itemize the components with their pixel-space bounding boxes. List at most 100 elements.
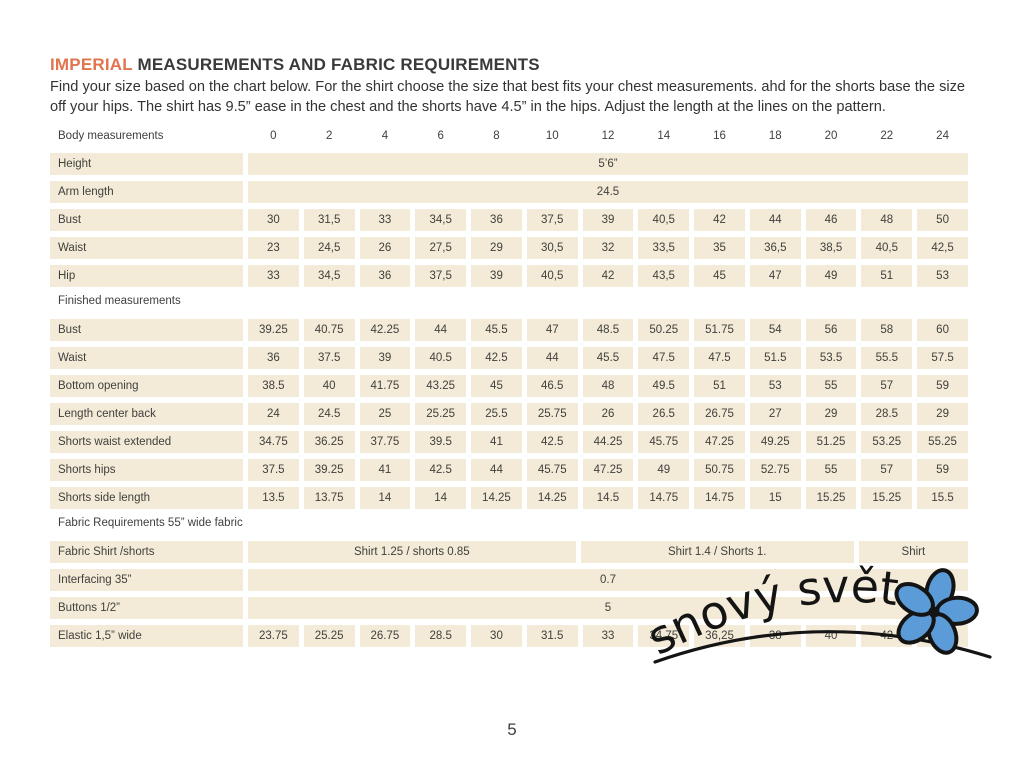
table-row: Length center back 24 24.5 25 25.25 25.5 25.75… xyxy=(50,403,968,426)
value-cell: 29 xyxy=(917,403,968,426)
value-cell: 28.5 xyxy=(861,403,913,426)
value-cell: 23.75 xyxy=(248,625,299,648)
table-row: Bust 39.25 40.75 42.25 44 45.5 47 48.5 50.25 51.7… xyxy=(50,319,968,342)
value-cell: 40 xyxy=(303,375,355,398)
row-cells: 5 xyxy=(248,597,968,620)
value-cell: 47.5 xyxy=(694,347,745,370)
row-label: Interfacing 35” xyxy=(50,569,243,592)
value-cell: 42 xyxy=(861,625,913,648)
value-cell: 49 xyxy=(638,459,690,482)
value-cell: 31.5 xyxy=(526,625,578,648)
row-cells: 23.75 25.25 26.75 28.5 30 31.5 33 34.75 36,25 38 4… xyxy=(248,625,968,648)
value-cell: 51.25 xyxy=(805,431,857,454)
row-label: Length center back xyxy=(50,403,243,426)
group-value-cell: Shirt 1.25 / shorts 0.85 xyxy=(248,541,576,564)
value-cell: 48 xyxy=(861,209,913,232)
value-cell: 45.75 xyxy=(638,431,690,454)
row-label: Buttons 1/2” xyxy=(50,597,243,620)
value-cell: 36 xyxy=(471,209,522,232)
row-cells: 23 24,5 26 27,5 29 30,5 32 33,5 35 36,5 38,5 40,5 42… xyxy=(248,237,968,260)
row-label: Hip xyxy=(50,265,243,288)
value-cell: 14.5 xyxy=(582,487,634,510)
value-cell: 26 xyxy=(582,403,634,426)
table-row: Interfacing 35” 0.7 xyxy=(50,569,968,592)
table-section-label: Fabric Requirements 55” wide fabric xyxy=(58,517,243,530)
group-value-cell: Shirt xyxy=(858,541,968,564)
value-cell: 25.5 xyxy=(471,403,522,426)
value-cell: 33 xyxy=(248,265,299,288)
value-cell: 53.5 xyxy=(805,347,857,370)
row-label: Waist xyxy=(50,237,243,260)
value-cell: 55 xyxy=(805,459,857,482)
value-cell: 29 xyxy=(471,237,522,260)
value-cell: 28.5 xyxy=(415,625,467,648)
size-column-header: 16 xyxy=(713,130,726,143)
value-cell: 31,5 xyxy=(303,209,355,232)
table-row: Hip 33 34,5 36 37,5 39 40,5 42 43,5 45 47 49 51 53 xyxy=(50,265,968,288)
value-cell: 37,5 xyxy=(415,265,467,288)
value-cell: 14.75 xyxy=(694,487,745,510)
value-cell: 40,5 xyxy=(861,237,913,260)
value-cell: 49.5 xyxy=(638,375,690,398)
row-label: Height xyxy=(50,153,243,176)
row-label: Arm length xyxy=(50,181,243,204)
value-cell: 25.25 xyxy=(415,403,467,426)
row-label: Shorts side length xyxy=(50,487,243,510)
value-cell: 42.5 xyxy=(415,459,467,482)
row-cells: 0.7 xyxy=(248,569,968,592)
value-cell: 40,5 xyxy=(526,265,578,288)
value-cell: 60 xyxy=(917,319,968,342)
value-cell: 24 xyxy=(248,403,299,426)
merged-value-cell: 5’6” xyxy=(248,153,968,176)
row-label: Waist xyxy=(50,347,243,370)
row-cells: 24 24.5 25 25.25 25.5 25.75 26 26.5 26.75 27 29 28.… xyxy=(248,403,968,426)
page-number: 5 xyxy=(507,720,517,739)
merged-value-cell: 24.5 xyxy=(248,181,968,204)
table-row: Fabric Shirt /shorts Shirt 1.25 / shorts … xyxy=(50,541,968,564)
value-cell: 55.25 xyxy=(917,431,968,454)
row-label: Bust xyxy=(50,319,243,342)
value-cell: 45.75 xyxy=(526,459,578,482)
value-cell: 44 xyxy=(526,347,578,370)
value-cell: 51 xyxy=(694,375,745,398)
value-cell: 32 xyxy=(582,237,634,260)
size-column-header: 10 xyxy=(545,130,559,143)
table-row: Elastic 1,5” wide 23.75 25.25 26.75 28.5 30 31… xyxy=(50,625,968,648)
value-cell: 44.25 xyxy=(582,431,634,454)
value-cell: 55.5 xyxy=(861,347,913,370)
value-cell: 45.5 xyxy=(471,319,522,342)
value-cell: 45.5 xyxy=(582,347,634,370)
value-cell: 42,5 xyxy=(917,237,968,260)
page-title: IMPERIAL MEASUREMENTS AND FABRIC REQUIRE… xyxy=(50,55,968,75)
size-column-header: 22 xyxy=(880,130,894,143)
value-cell: 51.5 xyxy=(749,347,801,370)
table-header-label: Body measurements xyxy=(58,130,164,143)
size-column-header: 2 xyxy=(325,130,333,143)
row-cells: 36 37.5 39 40.5 42.5 44 45.5 47.5 47.5 51.5 53.5 55… xyxy=(248,347,968,370)
row-cells: 34.75 36.25 37.75 39.5 41 42.5 44.25 45.75 47.25… xyxy=(248,431,968,454)
value-cell: 26 xyxy=(359,237,411,260)
intro-text: Find your size based on the chart below.… xyxy=(50,79,966,116)
value-cell: 24,5 xyxy=(303,237,355,260)
value-cell: 55 xyxy=(805,375,857,398)
table-row: Waist 23 24,5 26 27,5 29 30,5 32 33,5 35 36,5 38,5 4… xyxy=(50,237,968,260)
value-cell: 30 xyxy=(471,625,522,648)
table-row: Arm length 24.5 xyxy=(50,181,968,204)
value-cell: 47.25 xyxy=(694,431,745,454)
value-cell: 57 xyxy=(861,459,913,482)
value-cell: 50.75 xyxy=(694,459,745,482)
size-column-header: 20 xyxy=(824,130,838,143)
value-cell: 43,5 xyxy=(638,265,690,288)
value-cell: 36.25 xyxy=(303,431,355,454)
table-section-label: Finished measurements xyxy=(58,295,181,308)
value-cell: 40.75 xyxy=(303,319,355,342)
value-cell: 14.75 xyxy=(638,487,690,510)
value-cell: 42.5 xyxy=(526,431,578,454)
value-cell: 59 xyxy=(917,459,968,482)
value-cell: 35 xyxy=(694,237,745,260)
value-cell: 38,5 xyxy=(805,237,857,260)
size-column-header: 6 xyxy=(437,130,444,143)
value-cell: 38.5 xyxy=(248,375,299,398)
value-cell: 34,5 xyxy=(303,265,355,288)
